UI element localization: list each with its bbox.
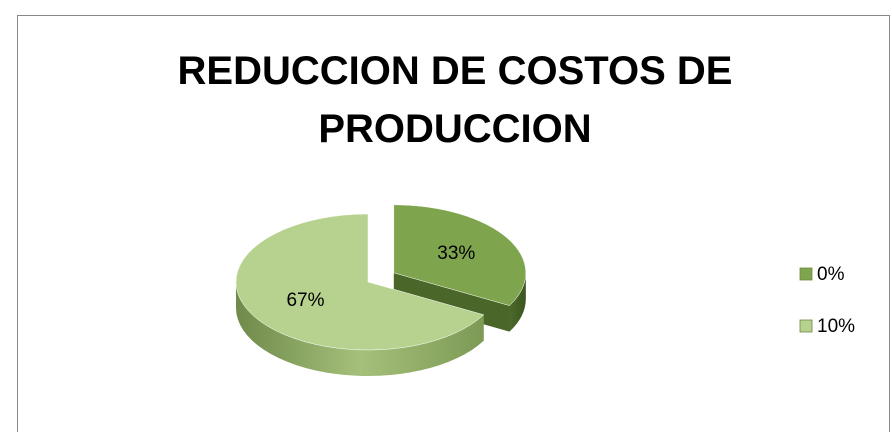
data-label: 33%	[437, 243, 475, 264]
chart-border	[17, 15, 890, 432]
slice-outer-face	[509, 272, 526, 332]
legend-label: 10%	[817, 316, 855, 337]
data-label: 67%	[286, 290, 324, 311]
legend-swatch	[799, 267, 813, 281]
pie-slice	[393, 204, 527, 306]
slice-outer-face	[236, 282, 484, 377]
chart-title: REDUCCION DE COSTOS DE PRODUCCION	[177, 49, 733, 151]
pie-slice	[235, 213, 485, 351]
legend-swatch	[799, 319, 813, 333]
legend-label: 0%	[817, 264, 845, 285]
